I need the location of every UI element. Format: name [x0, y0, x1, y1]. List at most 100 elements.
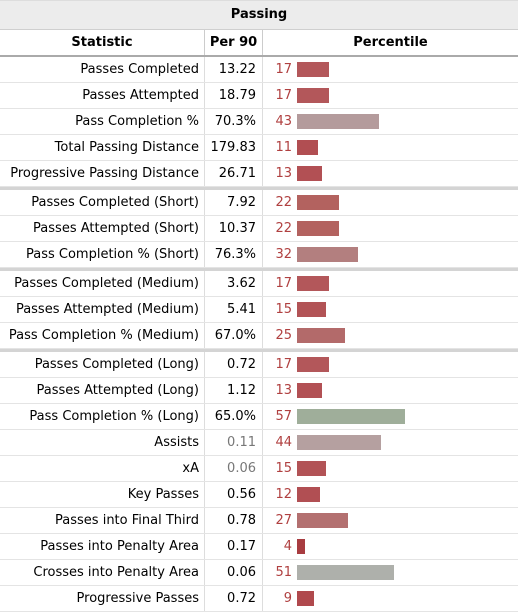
percentile-value: 43 — [275, 114, 292, 129]
percentile-cell: 27 — [263, 508, 518, 533]
percentile-cell: 22 — [263, 190, 518, 215]
per90-value: 0.06 — [205, 560, 263, 585]
table-row: Passes into Penalty Area 0.17 4 — [0, 534, 518, 560]
header-statistic[interactable]: Statistic — [0, 30, 205, 55]
per90-value: 13.22 — [205, 57, 263, 82]
stat-name: Pass Completion % (Medium) — [0, 323, 205, 348]
table-row: Passes Completed (Long) 0.72 17 — [0, 349, 518, 378]
percentile-value: 17 — [275, 357, 292, 372]
table-row: Passes Attempted (Long) 1.12 13 — [0, 378, 518, 404]
table-row: xA 0.06 15 — [0, 456, 518, 482]
percentile-bar — [297, 328, 345, 343]
per90-value: 65.0% — [205, 404, 263, 429]
stat-name: Crosses into Penalty Area — [0, 560, 205, 585]
per90-value: 26.71 — [205, 161, 263, 186]
percentile-value: 22 — [275, 221, 292, 236]
percentile-bar — [297, 247, 358, 262]
percentile-value: 15 — [275, 461, 292, 476]
percentile-bar — [297, 302, 326, 317]
percentile-bar — [297, 88, 329, 103]
stat-name: Passes into Final Third — [0, 508, 205, 533]
per90-value: 1.12 — [205, 378, 263, 403]
stat-name: Passes Completed (Medium) — [0, 271, 205, 296]
stat-name: Passes into Penalty Area — [0, 534, 205, 559]
percentile-cell: 17 — [263, 352, 518, 377]
stat-name: Progressive Passing Distance — [0, 161, 205, 186]
percentile-value: 13 — [275, 166, 292, 181]
stat-name: Key Passes — [0, 482, 205, 507]
stat-name: Passes Completed (Long) — [0, 352, 205, 377]
percentile-value: 12 — [275, 487, 292, 502]
percentile-value: 22 — [275, 195, 292, 210]
percentile-cell: 12 — [263, 482, 518, 507]
percentile-cell: 15 — [263, 456, 518, 481]
stat-name: Passes Attempted (Medium) — [0, 297, 205, 322]
table-row: Key Passes 0.56 12 — [0, 482, 518, 508]
table-row: Pass Completion % (Short) 76.3% 32 — [0, 242, 518, 268]
table-row: Pass Completion % (Long) 65.0% 57 — [0, 404, 518, 430]
per90-value: 0.78 — [205, 508, 263, 533]
percentile-value: 17 — [275, 276, 292, 291]
percentile-bar — [297, 221, 339, 236]
percentile-bar — [297, 487, 320, 502]
table-row: Progressive Passes 0.72 9 — [0, 586, 518, 612]
table-row: Passes Completed 13.22 17 — [0, 57, 518, 83]
table-row: Progressive Passing Distance 26.71 13 — [0, 161, 518, 187]
per90-value: 76.3% — [205, 242, 263, 267]
percentile-bar — [297, 276, 329, 291]
per90-value: 0.72 — [205, 352, 263, 377]
percentile-bar — [297, 357, 329, 372]
percentile-value: 13 — [275, 383, 292, 398]
table-row: Passes Completed (Medium) 3.62 17 — [0, 268, 518, 297]
table-row: Passes Attempted (Medium) 5.41 15 — [0, 297, 518, 323]
header-percentile[interactable]: Percentile — [353, 35, 428, 50]
stat-name: Pass Completion % (Short) — [0, 242, 205, 267]
percentile-value: 15 — [275, 302, 292, 317]
percentile-cell: 25 — [263, 323, 518, 348]
per90-value: 0.06 — [205, 456, 263, 481]
table-row: Pass Completion % (Medium) 67.0% 25 — [0, 323, 518, 349]
table-row: Passes Attempted (Short) 10.37 22 — [0, 216, 518, 242]
table-row: Crosses into Penalty Area 0.06 51 — [0, 560, 518, 586]
percentile-bar — [297, 565, 394, 580]
percentile-cell: 44 — [263, 430, 518, 455]
stat-name: Passes Attempted (Short) — [0, 216, 205, 241]
per90-value: 67.0% — [205, 323, 263, 348]
stat-name: Progressive Passes — [0, 586, 205, 611]
per90-value: 0.17 — [205, 534, 263, 559]
per90-value: 70.3% — [205, 109, 263, 134]
percentile-value: 17 — [275, 62, 292, 77]
table-row: Total Passing Distance 179.83 11 — [0, 135, 518, 161]
percentile-value: 57 — [275, 409, 292, 424]
percentile-value: 11 — [275, 140, 292, 155]
percentile-value: 44 — [275, 435, 292, 450]
stat-name: Total Passing Distance — [0, 135, 205, 160]
stat-name: Passes Completed — [0, 57, 205, 82]
percentile-cell: 22 — [263, 216, 518, 241]
percentile-value: 4 — [283, 539, 292, 554]
table-title: Passing — [0, 0, 518, 30]
percentile-bar — [297, 62, 329, 77]
percentile-bar — [297, 140, 318, 155]
per90-value: 5.41 — [205, 297, 263, 322]
per90-value: 7.92 — [205, 190, 263, 215]
percentile-value: 25 — [275, 328, 292, 343]
percentile-bar — [297, 461, 326, 476]
per90-value: 0.11 — [205, 430, 263, 455]
percentile-bar — [297, 383, 322, 398]
percentile-cell: 17 — [263, 271, 518, 296]
percentile-cell: 17 — [263, 57, 518, 82]
stat-name: Pass Completion % (Long) — [0, 404, 205, 429]
percentile-value: 9 — [283, 591, 292, 606]
header-per90[interactable]: Per 90 — [205, 30, 263, 55]
percentile-bar — [297, 513, 348, 528]
table-header: Statistic Per 90 Percentile — [0, 30, 518, 57]
percentile-cell: 32 — [263, 242, 518, 267]
stat-name: Pass Completion % — [0, 109, 205, 134]
percentile-cell: 43 — [263, 109, 518, 134]
stat-name: Passes Attempted (Long) — [0, 378, 205, 403]
per90-value: 179.83 — [205, 135, 263, 160]
percentile-cell: 13 — [263, 378, 518, 403]
table-row: Passes Completed (Short) 7.92 22 — [0, 187, 518, 216]
